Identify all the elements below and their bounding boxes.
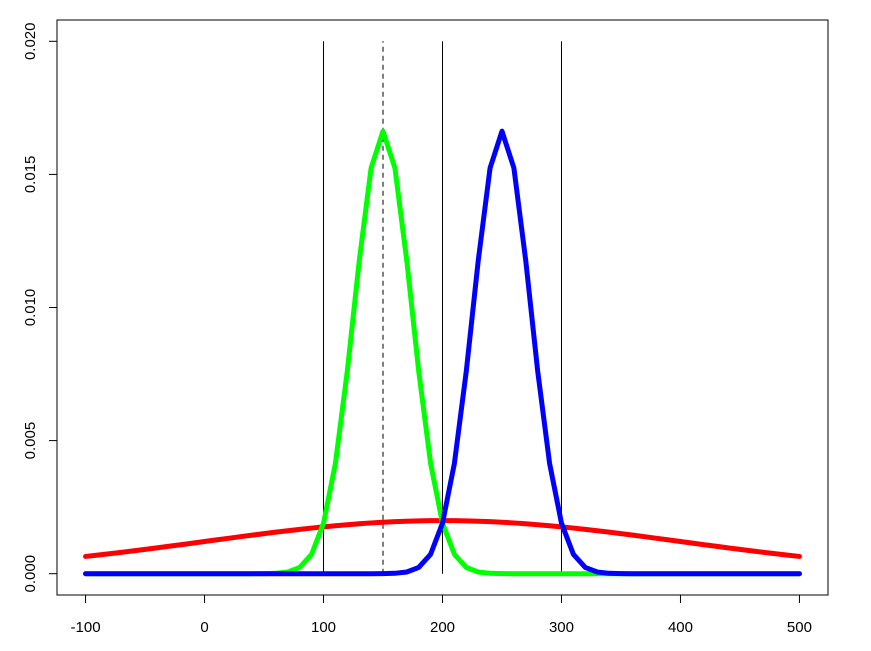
y-tick-label: 0.000 — [22, 555, 39, 593]
y-tick-label: 0.020 — [22, 23, 39, 61]
x-tick-label: -100 — [71, 619, 101, 636]
y-tick-label: 0.015 — [22, 156, 39, 194]
x-tick-label: 500 — [787, 619, 812, 636]
x-tick-label: 200 — [430, 619, 455, 636]
y-tick-label: 0.005 — [22, 422, 39, 460]
x-tick-label: 300 — [549, 619, 574, 636]
x-tick-label: 400 — [668, 619, 693, 636]
x-tick-label: 0 — [200, 619, 208, 636]
x-tick-label: 100 — [311, 619, 336, 636]
density-line — [83, 128, 802, 577]
y-tick-label: 0.010 — [22, 289, 39, 327]
